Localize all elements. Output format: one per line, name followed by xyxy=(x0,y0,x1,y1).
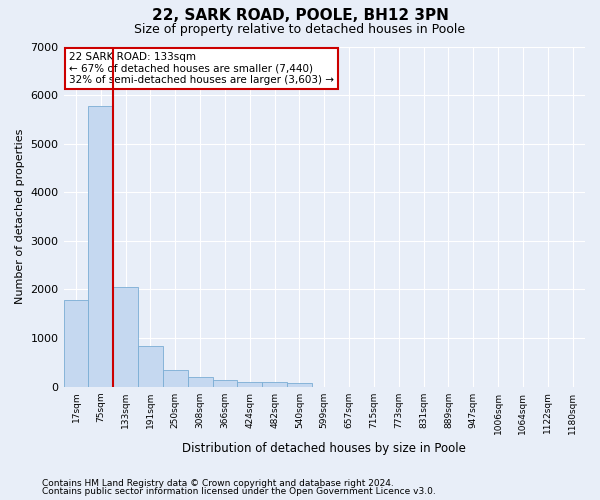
Bar xyxy=(113,286,138,386)
Bar xyxy=(188,377,212,386)
Y-axis label: Number of detached properties: Number of detached properties xyxy=(15,129,25,304)
Bar xyxy=(88,106,113,386)
Text: Contains HM Land Registry data © Crown copyright and database right 2024.: Contains HM Land Registry data © Crown c… xyxy=(42,479,394,488)
X-axis label: Distribution of detached houses by size in Poole: Distribution of detached houses by size … xyxy=(182,442,466,455)
Text: 22, SARK ROAD, POOLE, BH12 3PN: 22, SARK ROAD, POOLE, BH12 3PN xyxy=(152,8,448,22)
Bar xyxy=(163,370,188,386)
Bar xyxy=(138,346,163,387)
Bar xyxy=(262,382,287,386)
Bar xyxy=(238,382,262,386)
Text: Size of property relative to detached houses in Poole: Size of property relative to detached ho… xyxy=(134,22,466,36)
Text: 22 SARK ROAD: 133sqm
← 67% of detached houses are smaller (7,440)
32% of semi-de: 22 SARK ROAD: 133sqm ← 67% of detached h… xyxy=(69,52,334,86)
Bar xyxy=(287,383,312,386)
Bar xyxy=(64,300,88,386)
Text: Contains public sector information licensed under the Open Government Licence v3: Contains public sector information licen… xyxy=(42,487,436,496)
Bar xyxy=(212,380,238,386)
